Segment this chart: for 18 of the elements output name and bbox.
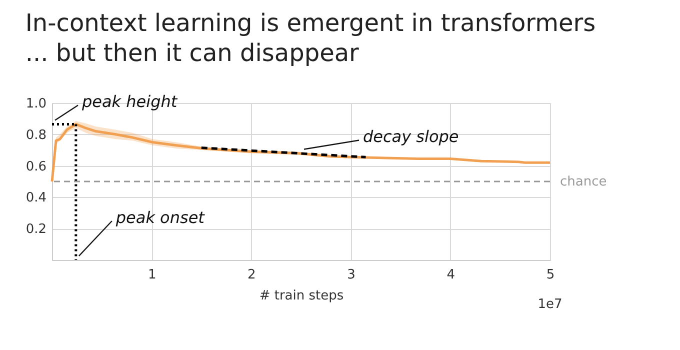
x-tick-label: 5 [546,268,555,282]
y-tick-label: 0.6 [26,159,46,174]
x-tick-label: 2 [248,268,256,282]
y-tick-label: 1.0 [26,96,46,112]
annotation: decay slope [363,127,459,146]
annotation: peak height [81,92,178,112]
y-tick-label: 0.8 [26,128,46,143]
x-axis-title: # train steps [259,288,344,304]
text: 1e7 [538,297,562,312]
ref-line-label: chance [560,174,607,190]
x-tick-label: 1 [148,268,156,282]
y-tick-label: 0.4 [26,190,46,206]
x-tick-label: 3 [347,268,356,282]
chart-subtitle: ... but then it can disappear [25,39,360,68]
x-tick-label: 4 [446,268,456,282]
chart-title: In-context learning is emergent in transformers [25,9,596,38]
y-tick-label: 0.2 [26,222,46,238]
annotation: peak onset [114,208,206,227]
